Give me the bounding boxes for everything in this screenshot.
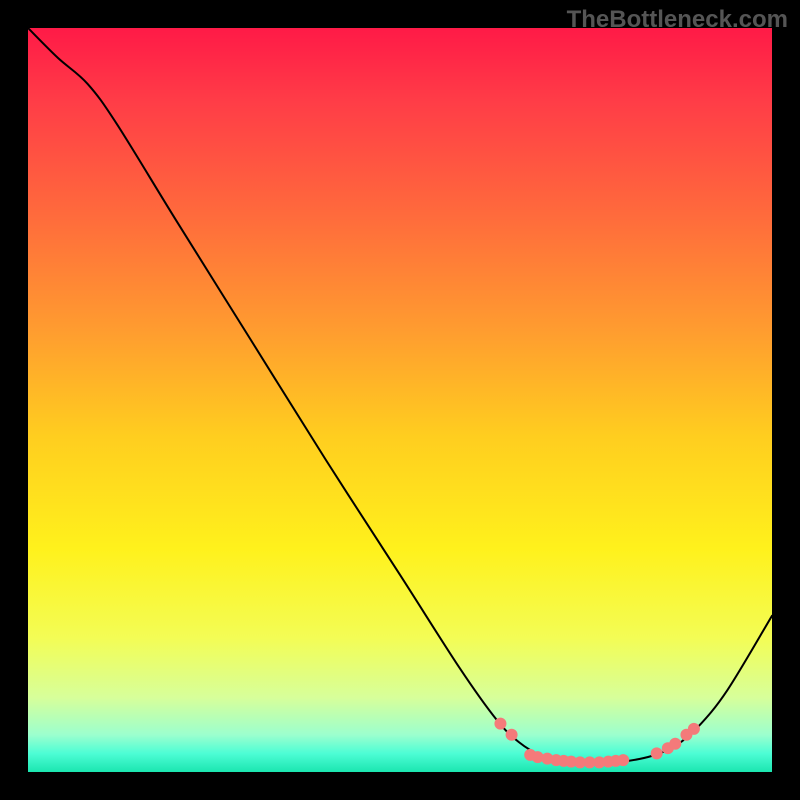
chart-svg (28, 28, 772, 772)
marker-dot (495, 718, 506, 729)
marker-dot (670, 738, 681, 749)
watermark-label: TheBottleneck.com (567, 6, 788, 34)
plot-area (28, 28, 772, 772)
bottleneck-chart: TheBottleneck.com (0, 0, 800, 800)
marker-dot (532, 752, 543, 763)
marker-dot (618, 755, 629, 766)
marker-dot (506, 729, 517, 740)
gradient-background (28, 28, 772, 772)
marker-dot (651, 748, 662, 759)
marker-dot (688, 723, 699, 734)
